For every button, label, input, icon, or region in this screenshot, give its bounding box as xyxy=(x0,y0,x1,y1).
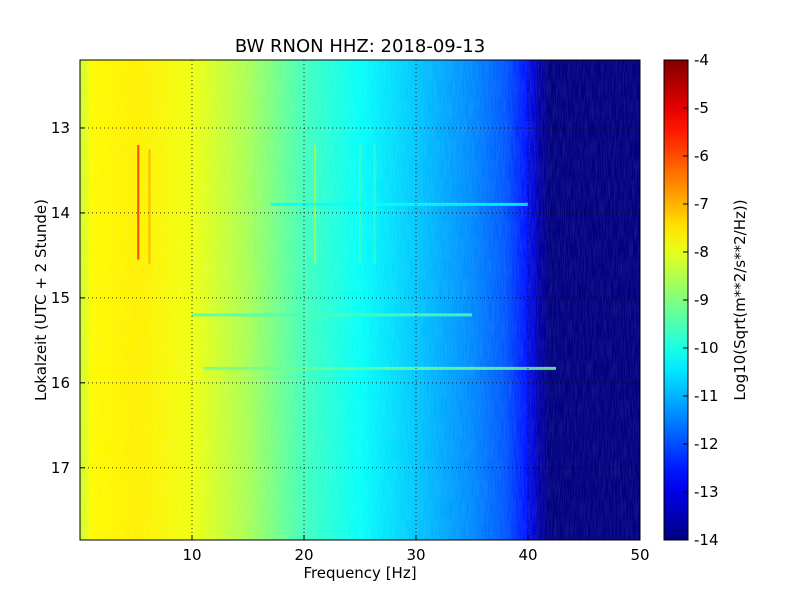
spectrogram-texture xyxy=(80,60,640,540)
plot-frame xyxy=(79,59,641,541)
colorbar-tick-label: -12 xyxy=(694,435,719,453)
x-axis-label: Frequency [Hz] xyxy=(303,564,416,582)
y-tick-label: 13 xyxy=(51,119,70,137)
y-tick-label: 16 xyxy=(51,374,70,392)
chart-title: BW RNON HHZ: 2018-09-13 xyxy=(235,36,485,57)
y-tick-label: 15 xyxy=(51,289,70,307)
colorbar-tick-label: -7 xyxy=(694,195,709,213)
colorbar-label: Log10(Sqrt(m**2/s**2/Hz)) xyxy=(731,199,749,400)
colorbar: -4 -5 -6 -7 -8 -9 -10 -11 -12 -13 -14 Log10(Sqrt(m… xyxy=(663,51,749,549)
colorbar-tick-label: -5 xyxy=(694,99,709,117)
colorbar-tick-label: -9 xyxy=(694,291,709,309)
x-tick-label: 30 xyxy=(406,546,425,564)
colorbar-tick-label: -14 xyxy=(694,531,719,549)
colorbar-tick-label: -13 xyxy=(694,483,719,501)
x-tick-label: 50 xyxy=(630,546,649,564)
x-tick-label: 10 xyxy=(182,546,201,564)
y-axis-label: Lokalzeit (UTC + 2 Stunde) xyxy=(32,199,50,401)
colorbar-tick-label: -4 xyxy=(694,51,709,69)
colorbar-tick-label: -8 xyxy=(694,243,709,261)
colorbar-tick-label: -6 xyxy=(694,147,709,165)
x-tick-label: 20 xyxy=(294,546,313,564)
colorbar-tick-label: -10 xyxy=(694,339,719,357)
x-tick-label: 40 xyxy=(518,546,537,564)
y-tick-label: 17 xyxy=(51,459,70,477)
y-tick-label: 14 xyxy=(51,204,70,222)
spectrogram-image xyxy=(80,60,640,540)
colorbar-tick-label: -11 xyxy=(694,387,719,405)
spectrogram-plot: 10 20 30 40 50 13 14 15 16 17 xyxy=(51,59,650,564)
